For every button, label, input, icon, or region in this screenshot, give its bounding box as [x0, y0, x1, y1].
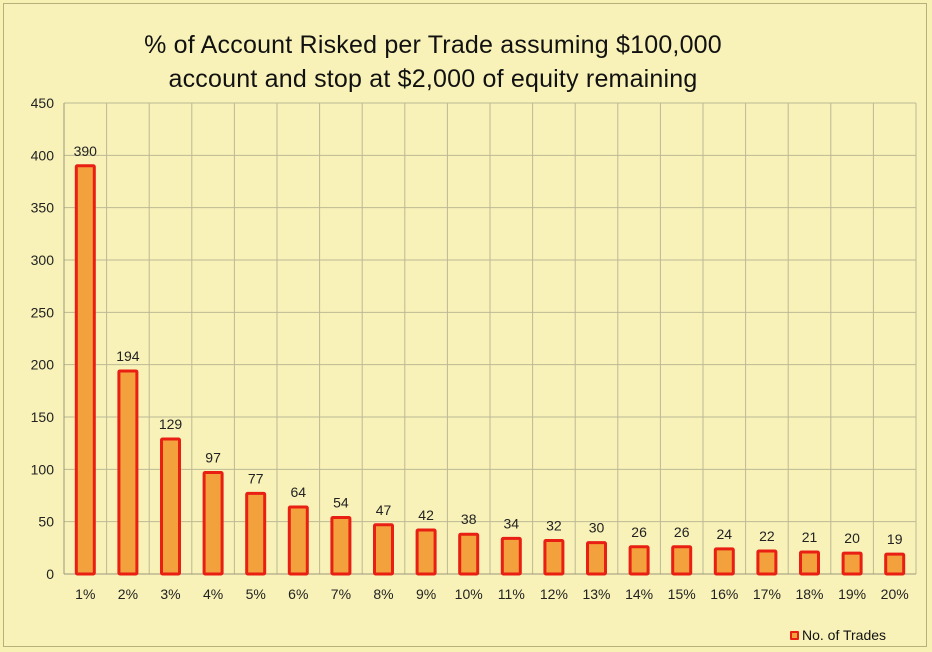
- data-label: 20: [844, 530, 860, 546]
- data-label: 42: [418, 507, 434, 523]
- bar: [74, 164, 96, 576]
- bar: [713, 547, 735, 576]
- chart-title-line1: % of Account Risked per Trade assuming $…: [144, 31, 722, 59]
- legend: No. of Trades: [790, 627, 886, 643]
- y-tick-label: 350: [31, 200, 55, 216]
- y-tick-label: 300: [31, 252, 55, 268]
- data-label: 47: [376, 502, 392, 518]
- bar: [458, 532, 480, 576]
- bar: [415, 528, 437, 576]
- data-label: 194: [116, 348, 140, 364]
- legend-swatch: [790, 630, 799, 640]
- bar: [756, 549, 778, 576]
- y-tick-label: 100: [31, 461, 55, 477]
- bar: [500, 536, 522, 576]
- bar: [884, 552, 906, 576]
- x-tick-label: 12%: [540, 586, 568, 602]
- bar: [543, 539, 565, 576]
- bar: [799, 550, 820, 576]
- y-tick-label: 150: [31, 409, 55, 425]
- data-label: 21: [802, 529, 818, 545]
- y-tick-label: 450: [31, 95, 55, 111]
- chart-title-line2: account and stop at $2,000 of equity rem…: [168, 65, 698, 93]
- data-label: 97: [205, 449, 221, 465]
- y-tick-label: 200: [31, 357, 55, 373]
- y-tick-label: 0: [46, 566, 54, 582]
- x-tick-label: 14%: [625, 586, 653, 602]
- legend-label: No. of Trades: [802, 627, 887, 643]
- data-label: 64: [291, 484, 307, 500]
- bar: [586, 541, 607, 576]
- data-label: 129: [159, 416, 183, 432]
- x-tick-label: 6%: [288, 586, 308, 602]
- x-tick-label: 9%: [416, 586, 436, 602]
- data-label: 54: [333, 494, 349, 510]
- y-tick-label: 400: [31, 147, 55, 163]
- bar: [202, 470, 224, 576]
- x-tick-label: 17%: [753, 586, 781, 602]
- bar: [245, 491, 267, 576]
- bar: [160, 437, 181, 576]
- x-tick-label: 2%: [118, 586, 138, 602]
- data-label: 24: [717, 526, 733, 542]
- bar: [287, 505, 309, 576]
- data-label: 26: [631, 524, 647, 540]
- data-label: 19: [887, 531, 903, 547]
- data-label: 26: [674, 524, 690, 540]
- y-tick-label: 250: [31, 304, 55, 320]
- bar: [628, 545, 650, 576]
- bar: [841, 551, 863, 576]
- x-tick-label: 20%: [881, 586, 909, 602]
- x-tick-label: 11%: [498, 586, 525, 602]
- x-tick-label: 13%: [582, 586, 610, 602]
- data-label: 77: [248, 470, 264, 486]
- x-tick-label: 8%: [373, 586, 393, 602]
- x-tick-label: 15%: [668, 586, 696, 602]
- data-label: 32: [546, 518, 562, 534]
- x-tick-label: 10%: [455, 586, 483, 602]
- data-label: 38: [461, 511, 477, 527]
- data-label: 30: [589, 520, 605, 536]
- y-tick-label: 50: [38, 514, 54, 530]
- data-label: 22: [759, 528, 775, 544]
- x-tick-label: 4%: [203, 586, 223, 602]
- bar: [117, 369, 139, 576]
- data-label: 390: [74, 143, 98, 159]
- x-tick-label: 16%: [710, 586, 738, 602]
- x-tick-label: 1%: [75, 586, 95, 602]
- bar: [373, 523, 394, 576]
- x-tick-label: 5%: [246, 586, 266, 602]
- x-tick-label: 18%: [795, 586, 823, 602]
- bar: [330, 515, 352, 576]
- x-tick-label: 3%: [160, 586, 180, 602]
- chart-title: % of Account Risked per Trade assuming $…: [0, 28, 866, 96]
- data-label: 34: [504, 515, 520, 531]
- x-tick-label: 7%: [331, 586, 351, 602]
- x-tick-label: 19%: [838, 586, 866, 602]
- bar: [671, 545, 693, 576]
